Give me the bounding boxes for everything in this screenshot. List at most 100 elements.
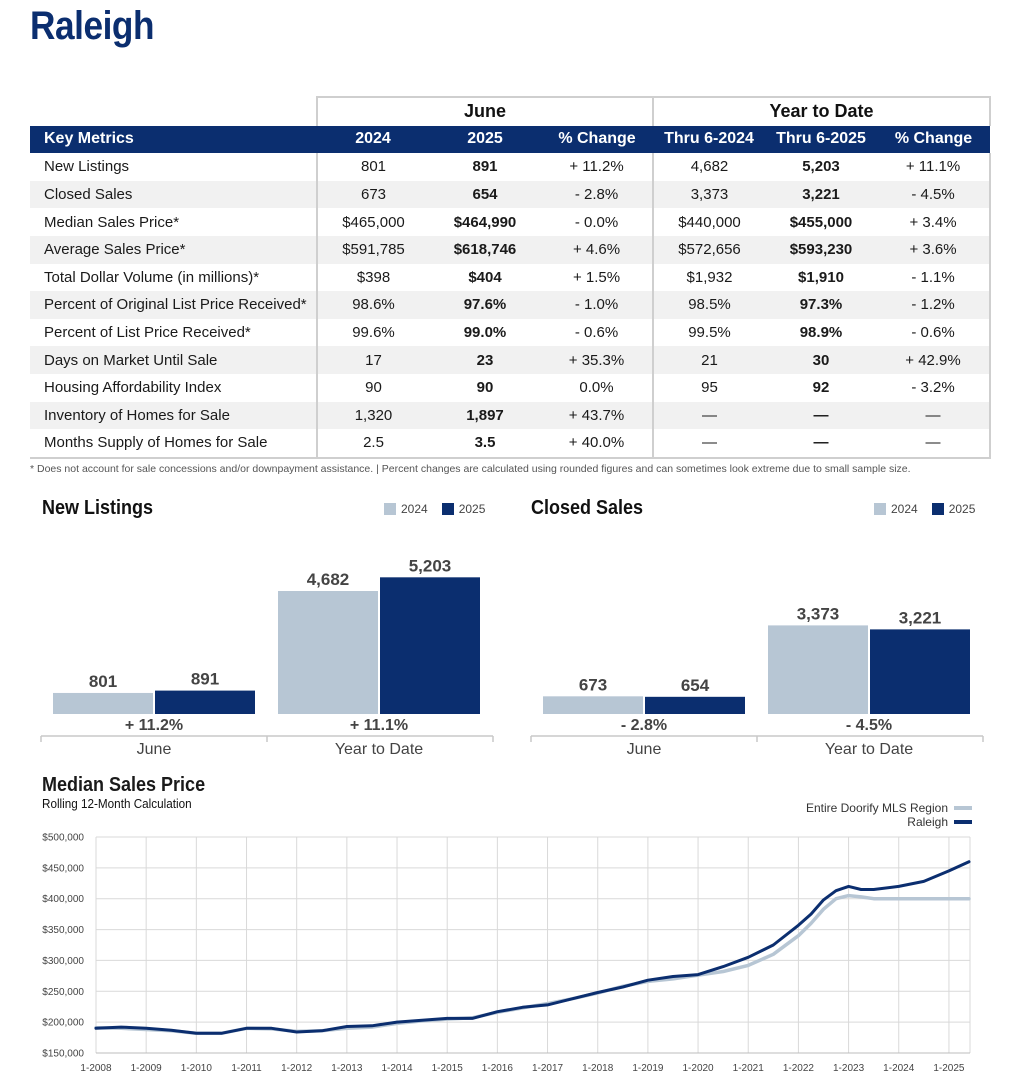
metric-label: Inventory of Homes for Sale [30,401,318,430]
x-tick-label: 1-2025 [933,1063,965,1074]
metric-value: + 11.1% [877,153,992,181]
metric-value: $398 [356,268,391,286]
metric-value: 654 [429,180,541,209]
metric-value: - 0.6% [574,324,619,342]
bar-value-label: 801 [89,672,117,691]
metric-value: $618,746 [429,235,541,264]
legend-swatch-2025 [441,503,454,515]
metric-value: 90 [476,379,494,397]
x-tick-label: 1-2021 [733,1063,765,1074]
column-header: Thru 6-2025 [765,125,877,154]
metric-value: 3,373 [652,180,765,209]
metric-value: + 4.6% [541,235,653,264]
bar-2025 [380,577,480,714]
change-label: + 11.1% [350,717,408,734]
metric-value: $572,656 [652,235,765,264]
legend-item-2024: 2024 [384,502,428,516]
metric-value: — [765,429,877,459]
metric-value: - 1.0% [541,291,653,319]
table-row: Percent of Original List Price Received*… [30,291,992,319]
metric-value: 99.6% [352,324,395,342]
metric-value: — [652,401,765,430]
table-row: Average Sales Price* $591,785 $618,746 + 4.… [30,235,992,264]
metric-value: - 1.1% [877,263,992,292]
new-listings-legend: 2024 2025 [370,502,485,516]
metric-value: $464,990 [453,213,517,231]
metric-value: 2.5 [317,429,429,459]
metric-value: — [877,401,992,430]
metric-value: + 42.9% [877,346,992,374]
metric-value: 0.0% [579,379,614,397]
bar-value-label: 5,203 [409,556,452,575]
legend-item-2024: 2024 [874,502,918,516]
metric-label: Average Sales Price* [30,235,318,264]
table-row: Inventory of Homes for Sale 1,320 1,897 + 4… [30,401,992,430]
bar-value-label: 891 [191,670,219,689]
table-row: New Listings 801 891 + 11.2% 4,682 5,203 + 11.… [30,153,992,181]
y-tick-label: $250,000 [42,987,84,998]
group-header-blank [30,97,317,126]
metric-value: 5,203 [802,158,840,176]
table-row: Closed Sales 673 654- 2.8% 3,373 3,221- 4.5% [30,180,992,209]
metric-value: - 0.0% [574,213,619,231]
metric-value: - 0.6% [877,318,992,347]
new-listings-title: New Listings [42,497,154,519]
metric-value: 30 [765,346,877,374]
table-row: Days on Market Until Sale 17 23 + 35.3% 21 30… [30,346,992,374]
group-header-june: June [316,96,654,126]
metric-label: Closed Sales [30,180,318,209]
metric-value: — [652,429,765,459]
table-row: Months Supply of Homes for Sale 2.5 3.5 + 4… [30,429,992,459]
metric-value: 3.5 [429,429,541,459]
category-label: Year to Date [825,741,913,758]
metric-value: $404 [468,268,502,286]
bar-2024 [53,692,153,714]
metric-label: Percent of Original List Price Received* [30,291,318,319]
footnote: * Does not account for sale concessions … [30,463,911,475]
x-tick-label: 1-2024 [883,1063,915,1074]
legend-item-region: Entire Doorify MLS Region [806,801,972,815]
key-metrics-table-wrap: June Year to Date Key Metrics 2024 2025 … [30,96,992,459]
column-header: 2024 [317,125,429,154]
metric-value: 673 [317,180,429,209]
metric-value: 97.6% [429,291,541,319]
x-tick-label: 1-2013 [331,1063,363,1074]
column-header: Thru 6-2024 [653,125,765,154]
metric-value: $593,230 [765,235,877,264]
x-tick-label: 1-2022 [783,1063,815,1074]
closed-sales-chart: 673 654 - 2.8% June 3,373 3,221 - 4.5% Year to … [530,604,984,758]
table-row: Median Sales Price* $465,000 $464,990 - 0.0… [30,208,992,236]
metric-value: + 11.2% [569,158,624,176]
legend-swatch-2024 [384,503,396,515]
metric-value: $440,000 [652,208,765,236]
metric-value: $1,932 [652,263,765,292]
column-header: 2025 [429,125,541,154]
metric-value: 99.0% [463,324,507,342]
new-listings-chart: 801 891 + 11.2% June 4,682 5,203 + 11.1% Year t… [40,556,494,758]
metrics-body: New Listings 801 891 + 11.2% 4,682 5,203 + 11.… [30,153,992,459]
closed-sales-title: Closed Sales [531,497,644,519]
x-tick-label: 1-2014 [381,1063,413,1074]
metric-value: - 2.8% [541,180,653,209]
table-row: Total Dollar Volume (in millions)* $398 $4… [30,263,992,292]
legend-label: Entire Doorify MLS Region [805,801,948,815]
x-tick-label: 1-2011 [231,1063,262,1074]
column-header: % Change [877,125,991,154]
x-tick-label: 1-2008 [80,1063,112,1074]
metric-value: — [877,429,992,459]
page-title: Raleigh [30,4,155,48]
metric-value: 3,221 [765,180,877,209]
bar-2025 [155,690,255,714]
change-label: - 2.8% [621,717,667,734]
legend-line-raleigh [954,820,972,824]
metric-value: $591,785 [317,235,429,264]
metric-label: Days on Market Until Sale [30,346,318,374]
median-price-chart: $150,000 $200,000 $250,000 $300,000 $350,000… [42,833,971,1074]
column-header-row: Key Metrics 2024 2025 % Change Thru 6-20… [30,125,991,154]
metric-value: 97.3% [765,291,877,319]
y-tick-label: $300,000 [42,956,84,967]
y-tick-label: $400,000 [42,894,84,905]
change-label: - 4.5% [846,717,892,734]
metric-value: 92 [812,379,830,397]
legend-item-2025: 2025 [441,502,485,516]
